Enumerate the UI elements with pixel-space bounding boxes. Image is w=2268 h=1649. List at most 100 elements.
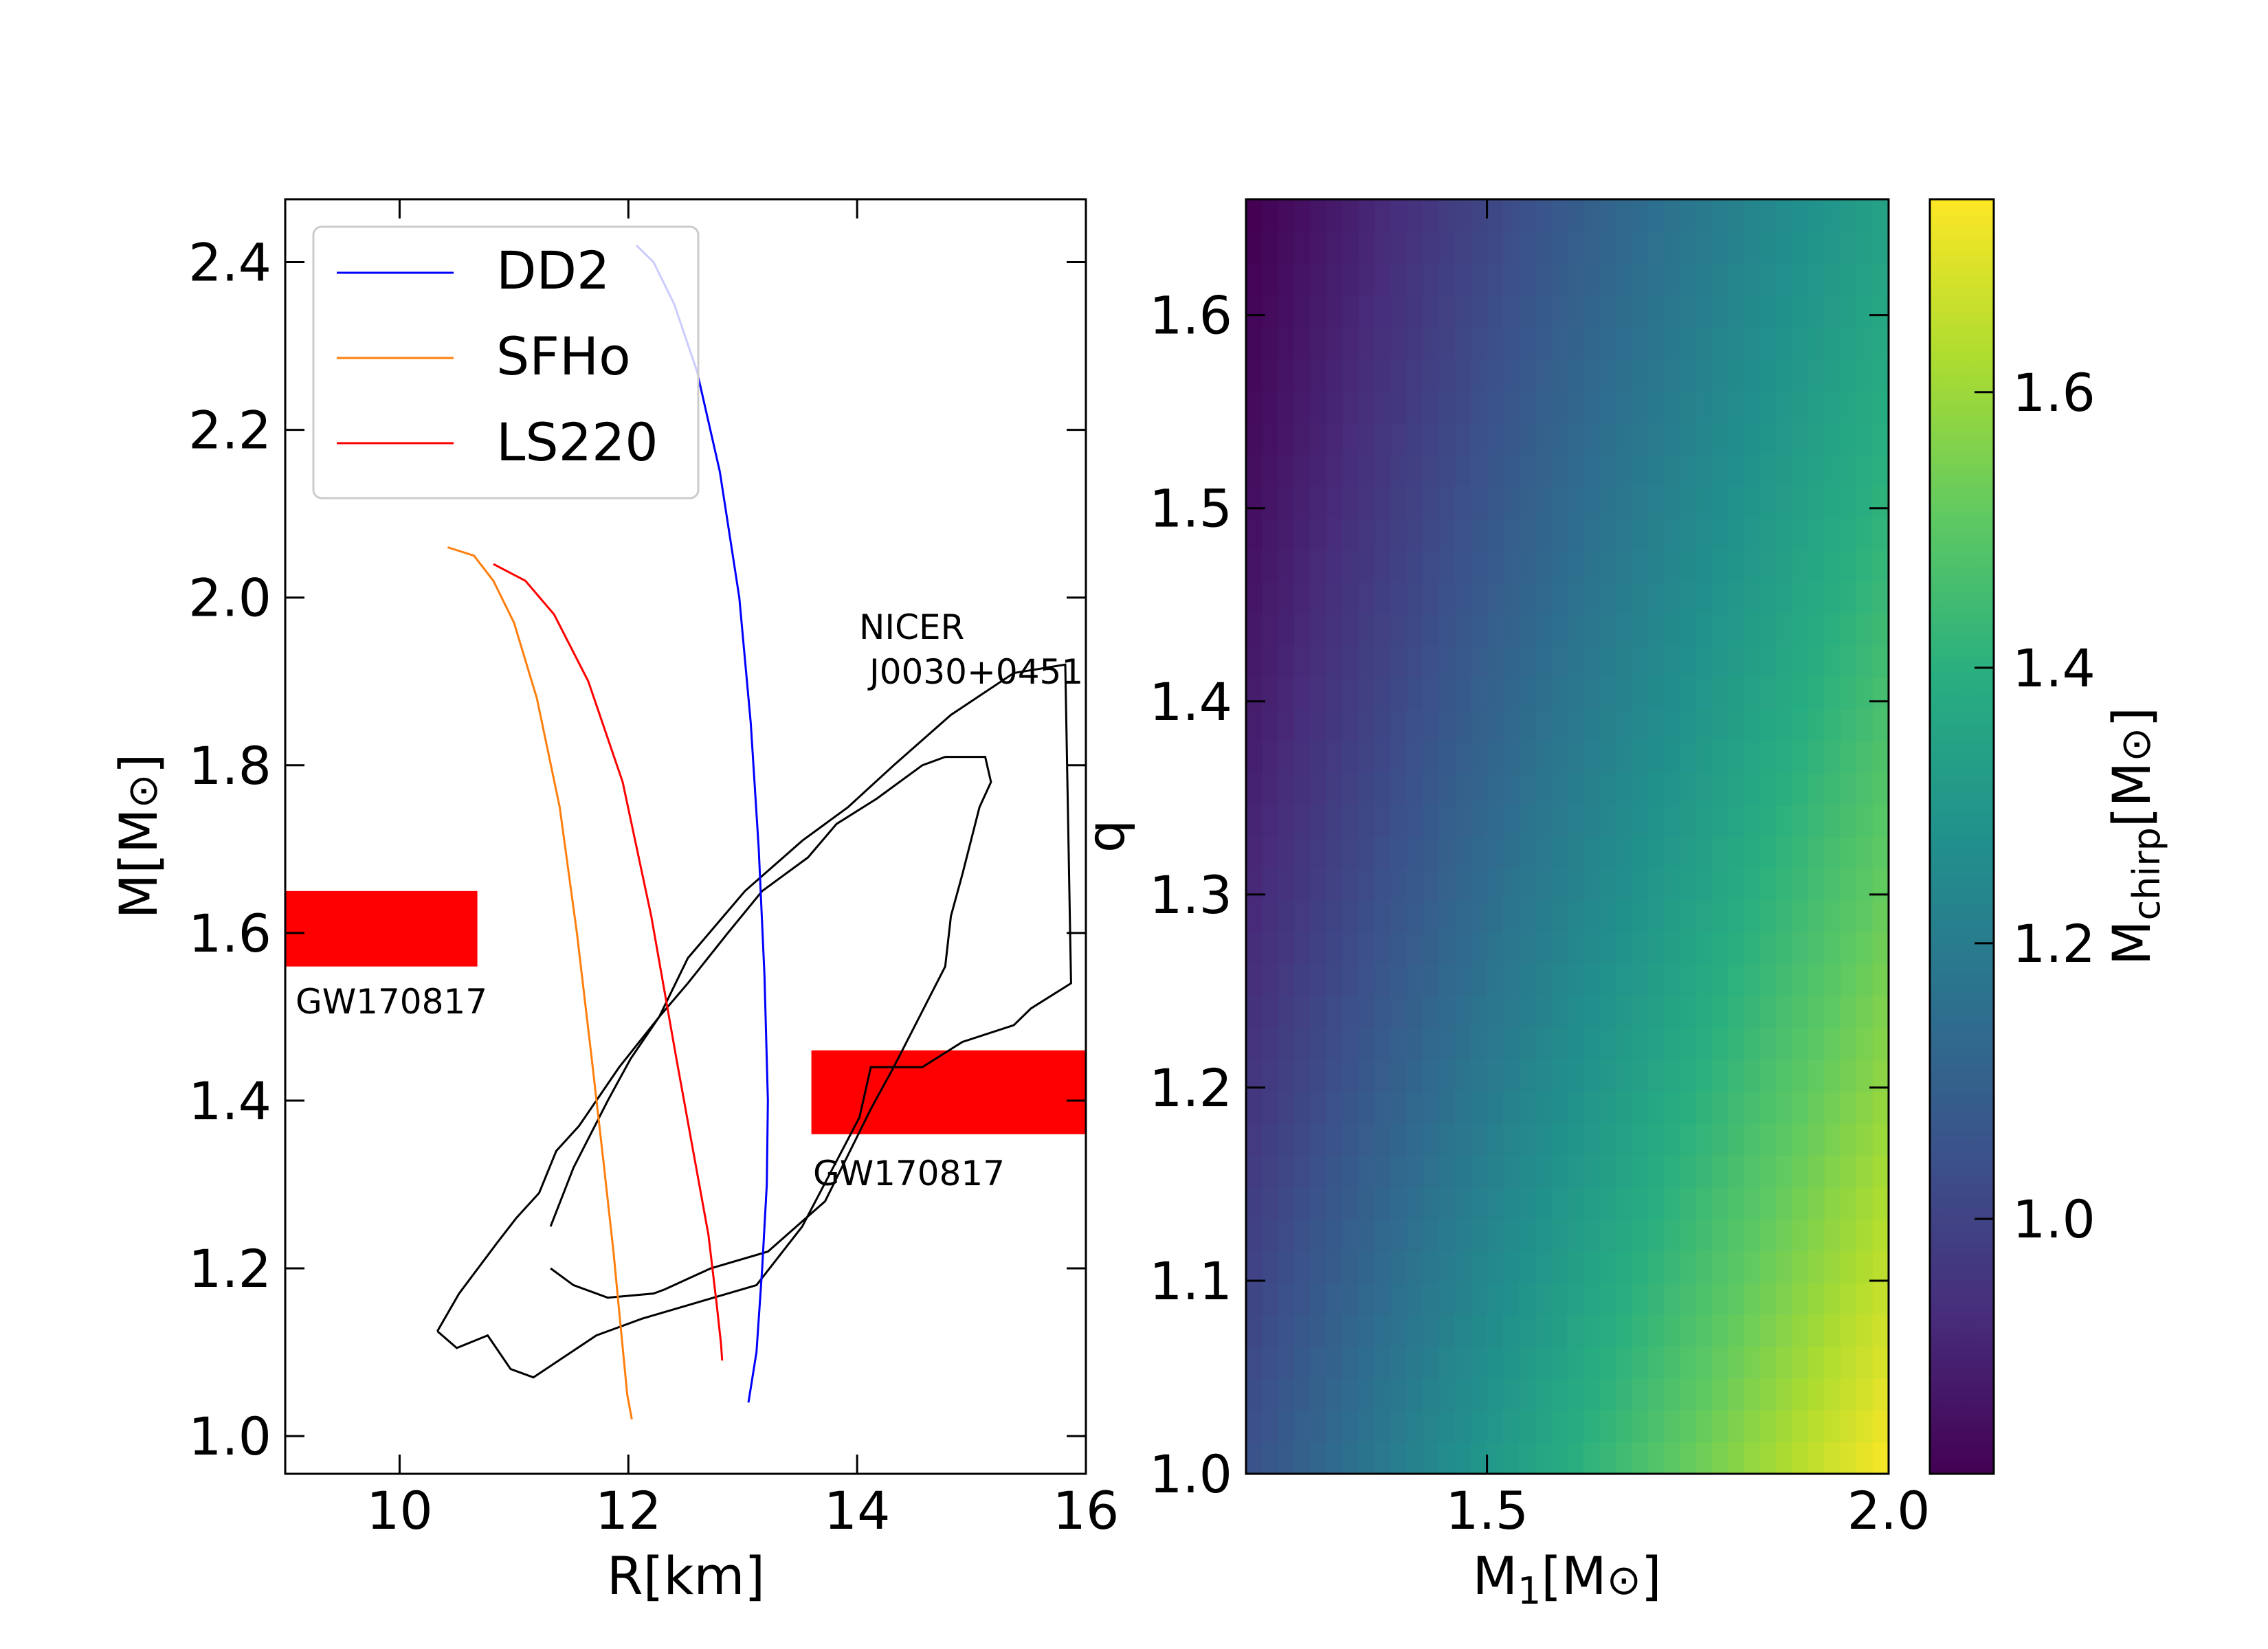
heatmap-cell	[1632, 199, 1649, 232]
heatmap-cell	[1310, 486, 1327, 519]
heatmap-cell	[1326, 581, 1344, 614]
heatmap-cell	[1567, 358, 1584, 392]
heatmap-cell	[1632, 1314, 1649, 1347]
heatmap-cell	[1406, 422, 1423, 455]
heatmap-cell	[1792, 868, 1809, 901]
heatmap-cell	[1599, 199, 1616, 232]
heatmap-cell	[1487, 390, 1504, 423]
heatmap-cell	[1583, 1059, 1601, 1092]
heatmap-cell	[1583, 390, 1601, 423]
colorbar-ticks: 1.01.21.41.6	[1975, 362, 2095, 1250]
heatmap-cell	[1487, 1059, 1504, 1092]
heatmap-cell	[1310, 709, 1327, 742]
left-y-tick-label: 2.2	[188, 400, 271, 461]
heatmap-cell	[1856, 517, 1874, 550]
heatmap-cell	[1824, 581, 1841, 614]
heatmap-cell	[1406, 772, 1423, 805]
heatmap-cell	[1342, 1250, 1359, 1283]
heatmap-cell	[1278, 199, 1295, 232]
heatmap-cell	[1310, 677, 1327, 710]
heatmap-cell	[1696, 295, 1713, 328]
heatmap-cell	[1856, 390, 1874, 423]
heatmap-cell	[1326, 805, 1344, 838]
heatmap-cell	[1840, 1123, 1858, 1156]
heatmap-cell	[1856, 231, 1874, 264]
heatmap-cell	[1840, 262, 1858, 295]
heatmap-cell	[1872, 772, 1889, 805]
heatmap-cell	[1358, 1219, 1375, 1252]
heatmap-cell	[1246, 550, 1263, 583]
heatmap-cell	[1310, 1059, 1327, 1092]
heatmap-cell	[1647, 358, 1665, 392]
heatmap-cell	[1487, 772, 1504, 805]
heatmap-cell	[1776, 1378, 1793, 1411]
heatmap-cell	[1294, 1123, 1311, 1156]
heatmap-cell	[1326, 1314, 1344, 1347]
heatmap-cell	[1792, 836, 1809, 869]
heatmap-cell	[1310, 550, 1327, 583]
heatmap-cell	[1647, 1378, 1665, 1411]
heatmap-cell	[1567, 581, 1584, 614]
heatmap-cell	[1471, 1155, 1488, 1188]
legend-label-sfho: SFHo	[496, 326, 631, 387]
heatmap-cell	[1358, 1442, 1375, 1474]
heatmap-cell	[1760, 645, 1777, 678]
heatmap-cell	[1728, 1059, 1745, 1092]
heatmap-cell	[1535, 900, 1552, 933]
heatmap-cell	[1262, 1314, 1279, 1347]
heatmap-cell	[1792, 1123, 1809, 1156]
heatmap-cell	[1760, 422, 1777, 455]
heatmap-cell	[1856, 836, 1874, 869]
heatmap-cell	[1680, 486, 1697, 519]
heatmap-cell	[1342, 1442, 1359, 1474]
heatmap-cell	[1728, 996, 1745, 1029]
heatmap-cell	[1503, 358, 1520, 392]
heatmap-cell	[1342, 295, 1359, 328]
heatmap-cell	[1872, 1314, 1889, 1347]
heatmap-cell	[1776, 1219, 1793, 1252]
heatmap-cell	[1406, 1123, 1423, 1156]
heatmap-cell	[1824, 1091, 1841, 1124]
heatmap-cell	[1551, 517, 1568, 550]
heatmap-cell	[1519, 1346, 1536, 1379]
heatmap-cell	[1872, 1410, 1889, 1443]
heatmap-cell	[1406, 964, 1423, 997]
heatmap-cell	[1792, 932, 1809, 965]
heatmap-cell	[1358, 231, 1375, 264]
heatmap-cell	[1390, 199, 1408, 232]
heatmap-cell	[1310, 613, 1327, 647]
heatmap-cell	[1680, 231, 1697, 264]
heatmap-cell	[1358, 550, 1375, 583]
heatmap-cell	[1808, 1346, 1825, 1379]
heatmap-cell	[1535, 486, 1552, 519]
heatmap-cell	[1567, 1155, 1584, 1188]
heatmap-cell	[1583, 1027, 1601, 1060]
heatmap-cell	[1471, 262, 1488, 295]
heatmap-cell	[1760, 836, 1777, 869]
heatmap-cell	[1406, 1250, 1423, 1283]
heatmap-cell	[1375, 1219, 1392, 1252]
heatmap-cell	[1583, 262, 1601, 295]
heatmap-cell	[1744, 581, 1761, 614]
heatmap-cell	[1262, 677, 1279, 710]
heatmap-cell	[1406, 295, 1423, 328]
heatmap-cell	[1342, 231, 1359, 264]
right-y-axis-label: q	[1075, 820, 1136, 853]
heatmap-cell	[1776, 581, 1793, 614]
heatmap-cell	[1454, 1378, 1472, 1411]
heatmap-cell	[1583, 900, 1601, 933]
legend: DD2 SFHo LS220	[312, 225, 700, 500]
heatmap-cell	[1663, 645, 1680, 678]
heatmap-cell	[1872, 390, 1889, 423]
heatmap-cell	[1872, 805, 1889, 838]
heatmap-cell	[1423, 932, 1440, 965]
heatmap-cell	[1872, 868, 1889, 901]
heatmap-cell	[1744, 1282, 1761, 1315]
heatmap-cell	[1711, 741, 1729, 774]
heatmap-cell	[1471, 1442, 1488, 1474]
heatmap-cell	[1294, 836, 1311, 869]
heatmap-cell	[1326, 677, 1344, 710]
heatmap-cell	[1840, 1410, 1858, 1443]
heatmap-cell	[1567, 932, 1584, 965]
heatmap-cell	[1438, 677, 1456, 710]
